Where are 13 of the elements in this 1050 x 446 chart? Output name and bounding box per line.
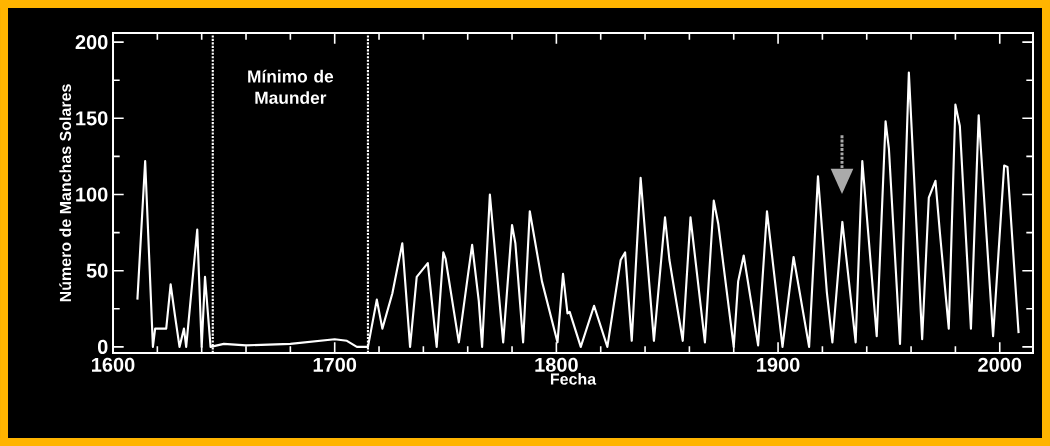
- y-axis-title: Número de Manchas Solares: [59, 84, 72, 302]
- x-tick-label: 1800: [535, 357, 578, 372]
- x-tick-label: 1700: [313, 357, 357, 372]
- annotation: Mínimo de Maunder: [248, 69, 334, 104]
- y-tick-label: 0: [97, 339, 108, 354]
- y-tick-label: 50: [86, 263, 108, 278]
- x-tick-label: 2000: [978, 357, 1022, 372]
- y-tick-label: 100: [76, 187, 108, 202]
- x-tick-label: 1900: [757, 357, 800, 372]
- x-axis-title: Fecha: [550, 373, 597, 385]
- y-tick-label: 150: [76, 111, 108, 126]
- y-tick-label: 200: [75, 35, 108, 50]
- x-tick-label: 1600: [92, 357, 135, 372]
